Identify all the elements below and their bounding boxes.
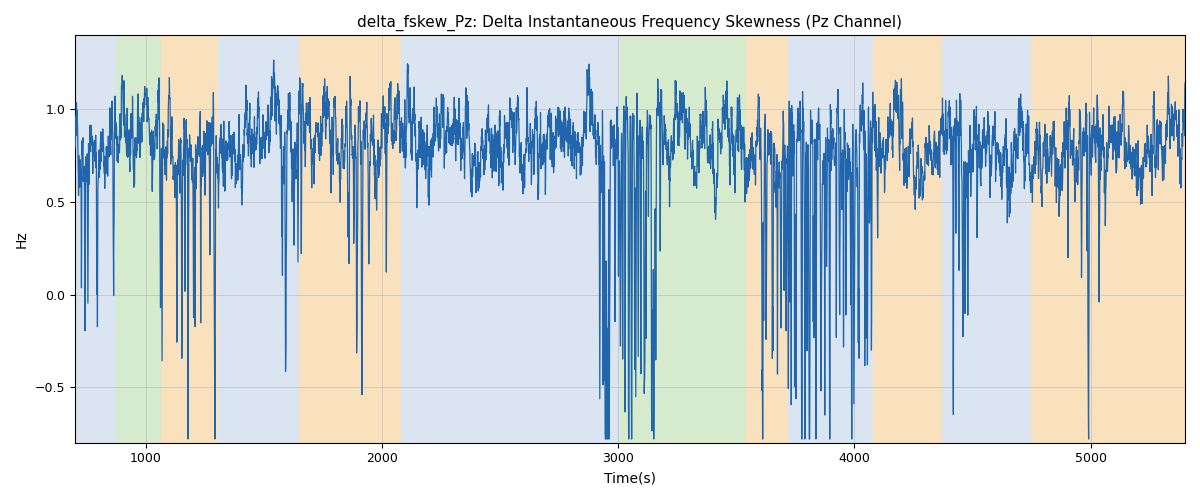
Bar	[116, 36, 161, 442]
Bar	[74, 36, 116, 442]
Bar	[611, 36, 620, 442]
Bar	[299, 36, 401, 442]
Bar	[1067, 36, 1184, 442]
Bar	[281, 36, 299, 442]
Title: delta_fskew_Pz: Delta Instantaneous Frequency Skewness (Pz Channel): delta_fskew_Pz: Delta Instantaneous Freq…	[358, 15, 902, 31]
Bar	[217, 36, 281, 442]
Bar	[788, 36, 874, 442]
Bar	[745, 36, 788, 442]
Bar	[1032, 36, 1067, 442]
Y-axis label: Hz: Hz	[14, 230, 29, 248]
Bar	[620, 36, 745, 442]
Bar	[401, 36, 611, 442]
Bar	[874, 36, 942, 442]
Bar	[161, 36, 217, 442]
X-axis label: Time(s): Time(s)	[604, 471, 656, 485]
Bar	[942, 36, 1032, 442]
